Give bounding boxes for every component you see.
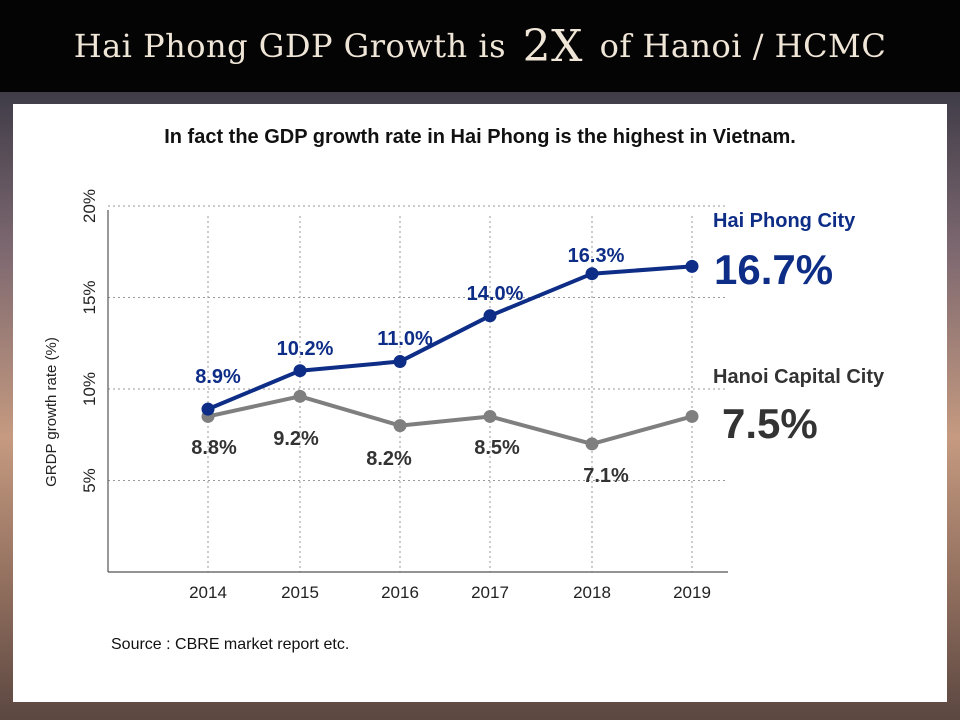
data-point-hai-phong-2019	[685, 259, 699, 273]
y-axis-title: GRDP growth rate (%)	[43, 337, 60, 487]
data-point-hanoi-2016	[393, 419, 407, 433]
callout-hai-phong: 16.7%	[714, 246, 833, 293]
data-label-hai-phong-2017: 14.0%	[467, 283, 524, 305]
x-tick-label-2018: 2018	[573, 583, 611, 602]
data-label-hanoi-2014: 8.8%	[191, 437, 237, 459]
title-text-post: of Hanoi / HCMC	[599, 26, 887, 65]
x-tick-label-2019: 2019	[673, 583, 711, 602]
data-label-hanoi-2018: 7.1%	[583, 465, 629, 487]
data-label-hai-phong-2014: 8.9%	[195, 366, 241, 388]
data-point-hai-phong-2018	[585, 267, 599, 281]
x-tick-label-2015: 2015	[281, 583, 319, 602]
data-point-hanoi-2018	[585, 437, 599, 451]
y-tick-label: 20%	[80, 189, 99, 223]
series-line-hanoi	[207, 394, 693, 446]
callout-hanoi: 7.5%	[722, 400, 818, 447]
data-label-hai-phong-2016: 11.0%	[377, 328, 433, 350]
data-label-hai-phong-2015: 10.2%	[277, 338, 334, 360]
chart-subtitle: In fact the GDP growth rate in Hai Phong…	[164, 126, 796, 148]
source-note: Source : CBRE market report etc.	[111, 636, 350, 653]
data-label-hanoi-2017: 8.5%	[474, 437, 520, 459]
title-bar: Hai Phong GDP Growth is 2X of Hanoi / HC…	[0, 0, 960, 92]
series-name-hai-phong: Hai Phong City	[713, 210, 856, 232]
data-point-hai-phong-2014	[201, 402, 215, 416]
series-line-hai-phong	[207, 264, 693, 411]
data-label-hanoi-2016: 8.2%	[366, 448, 412, 470]
data-point-hai-phong-2015	[293, 364, 307, 378]
series-name-hanoi: Hanoi Capital City	[713, 366, 885, 388]
data-point-hanoi-2015	[293, 389, 307, 403]
y-tick-label: 5%	[80, 468, 99, 493]
x-tick-label-2014: 2014	[189, 583, 227, 602]
title-text-pre: Hai Phong GDP Growth is	[73, 26, 506, 65]
x-tick-label-2017: 2017	[471, 583, 509, 602]
x-tick-label-2016: 2016	[381, 583, 419, 602]
data-point-hai-phong-2016	[393, 355, 407, 369]
slide-title: Hai Phong GDP Growth is 2X of Hanoi / HC…	[74, 21, 887, 72]
y-tick-label: 10%	[80, 372, 99, 406]
title-emphasis: 2X	[522, 20, 583, 72]
data-point-hanoi-2019	[685, 409, 699, 423]
data-point-hanoi-2017	[483, 409, 497, 423]
data-point-hai-phong-2017	[483, 309, 497, 323]
y-tick-label: 15%	[80, 280, 99, 314]
data-label-hai-phong-2018: 16.3%	[568, 245, 625, 267]
data-label-hanoi-2015: 9.2%	[273, 428, 319, 450]
chart-panel	[13, 104, 947, 702]
